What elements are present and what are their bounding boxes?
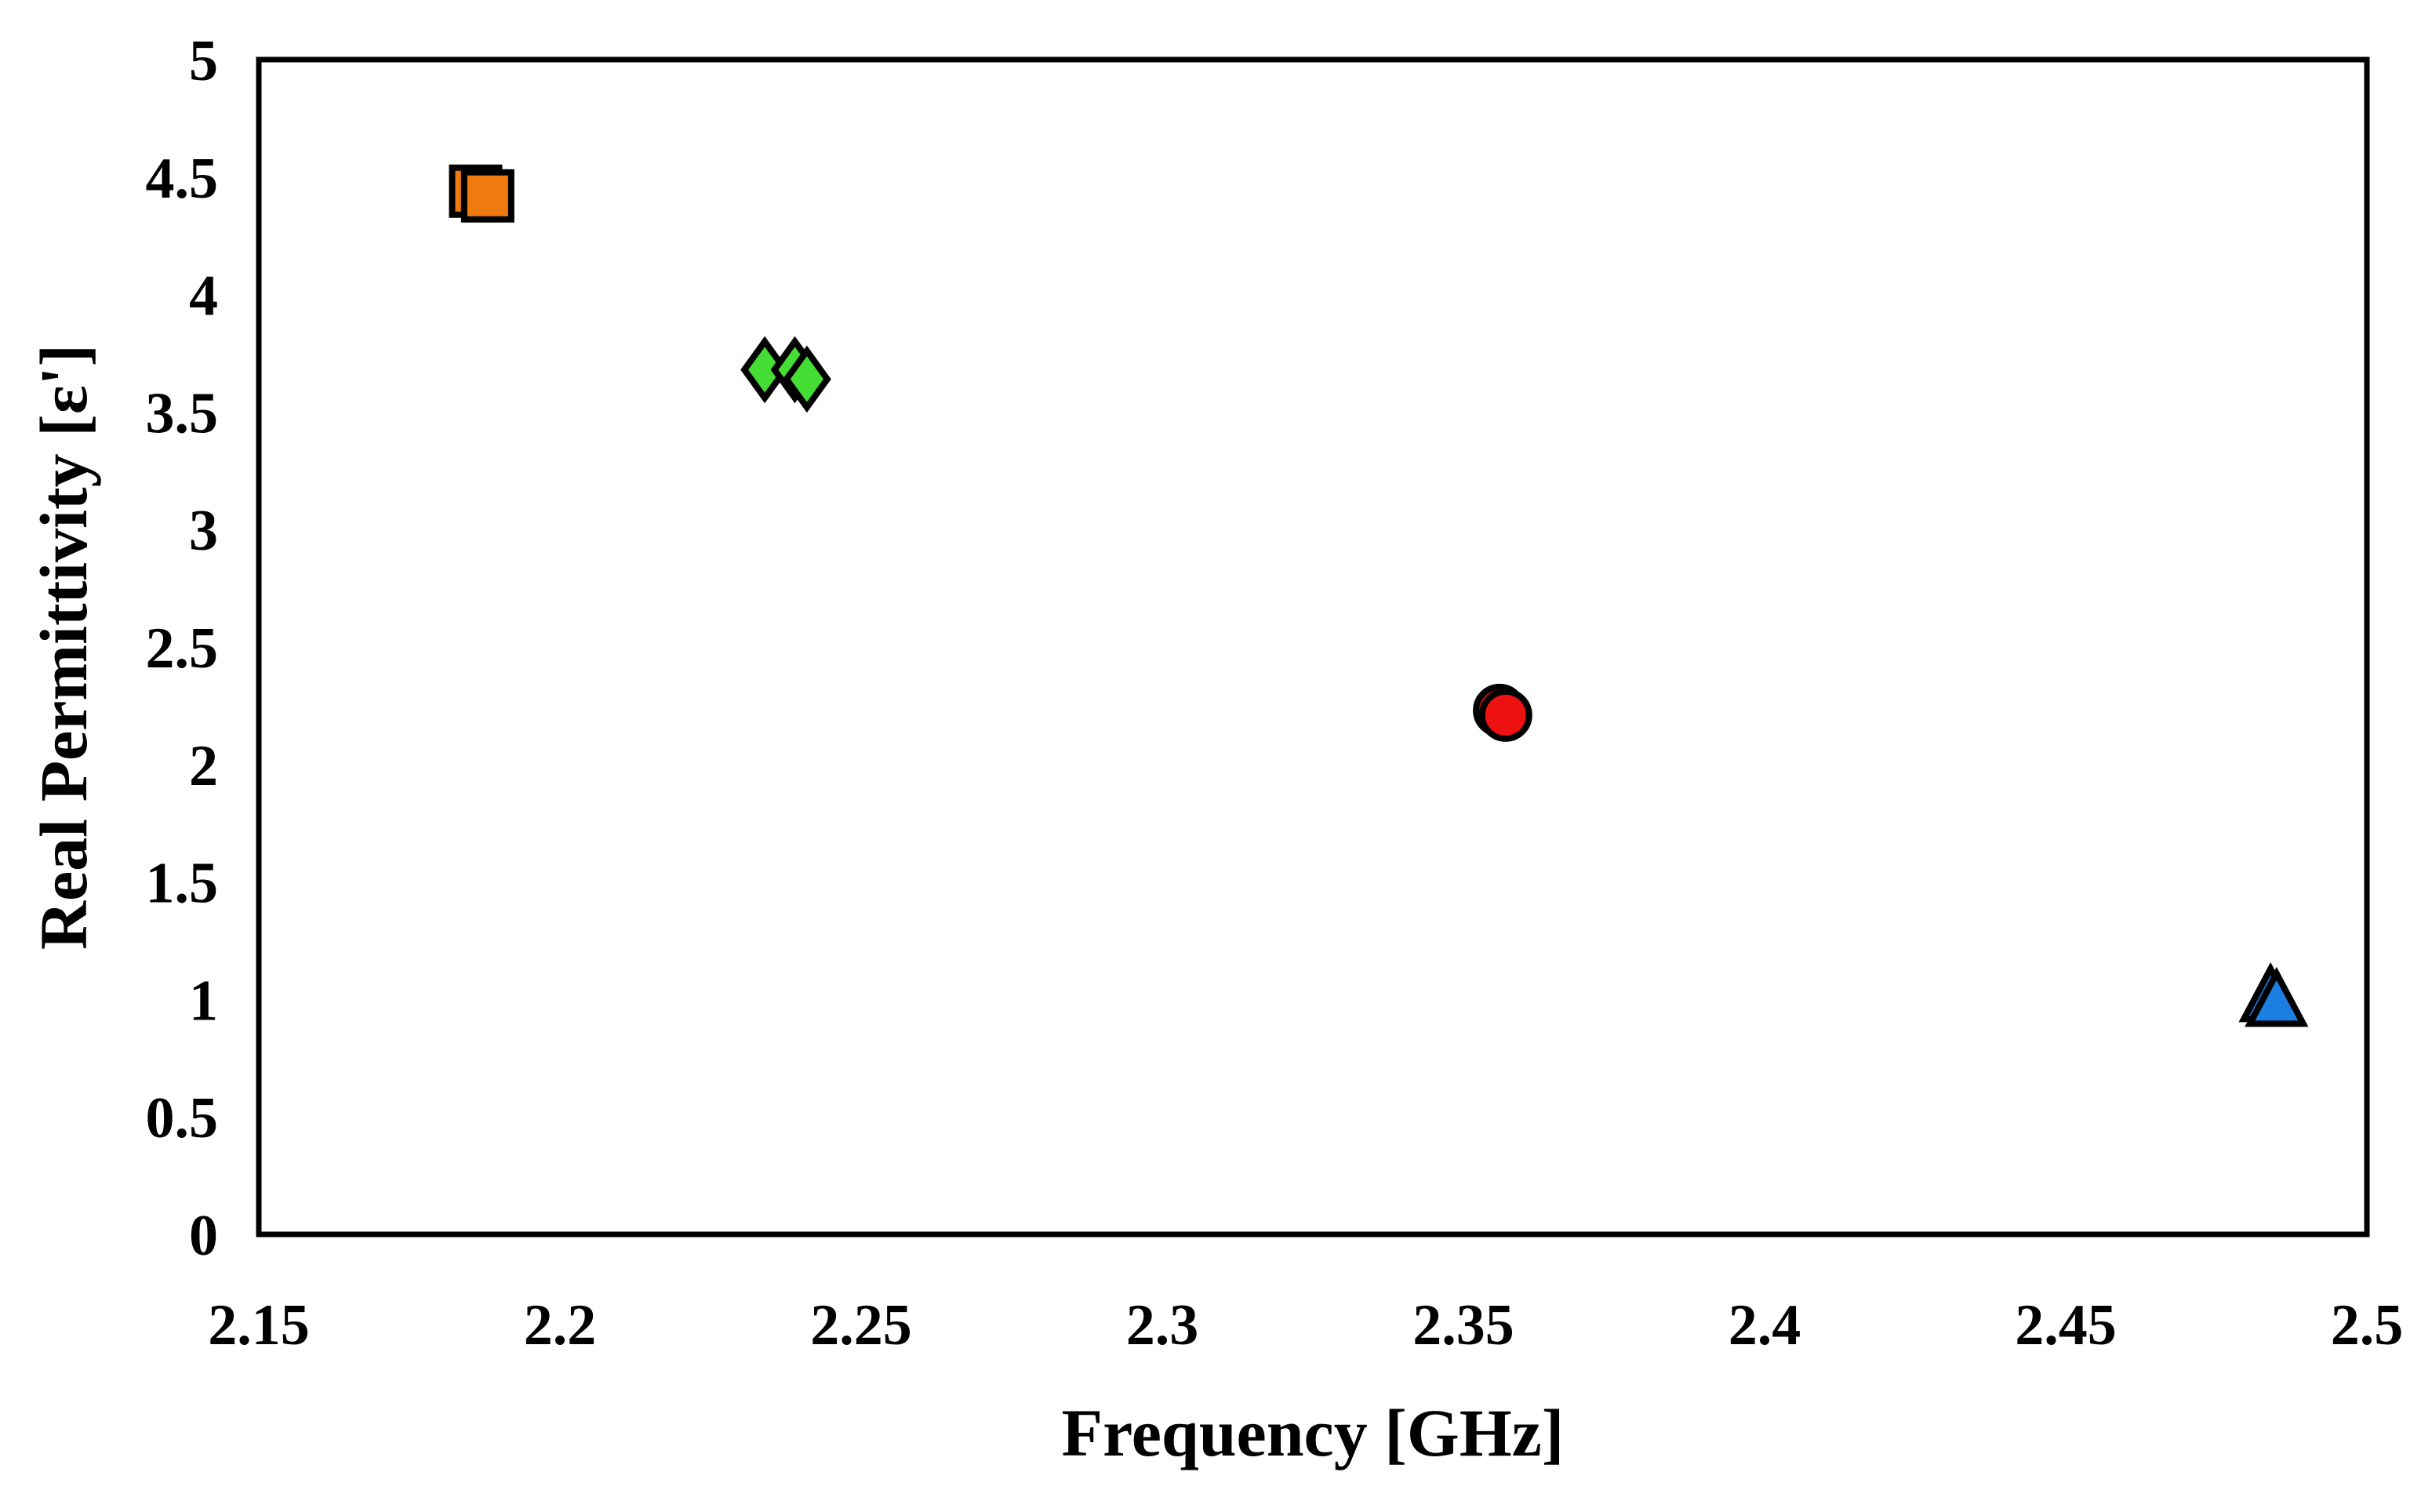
y-tick-label: 5 (189, 29, 218, 93)
x-tick-label: 2.2 (524, 1293, 597, 1358)
triangle-series (2238, 961, 2309, 1027)
y-tick-label: 0 (189, 1204, 218, 1268)
x-tick-label: 2.5 (2331, 1293, 2404, 1358)
x-tick-label: 2.25 (810, 1293, 912, 1358)
y-tick-label: 4 (189, 264, 218, 329)
circle-series (1473, 683, 1532, 742)
diamond-series (740, 336, 831, 413)
y-tick-label: 3 (189, 499, 218, 563)
axes (256, 56, 2370, 1238)
square-marker (460, 169, 514, 223)
triangle-marker (2245, 966, 2309, 1027)
y-tick-label: 0.5 (146, 1086, 219, 1150)
y-tick-label: 4.5 (146, 147, 219, 211)
x-tick-label: 2.45 (2015, 1293, 2117, 1358)
tick-labels: 2.15 2.2 2.25 2.3 2.35 2.4 2.45 2.5 0 0.5 1 1.5 2 2.5… (146, 29, 2404, 1358)
diamond-marker (782, 345, 831, 413)
x-tick-label: 2.3 (1126, 1293, 1199, 1358)
y-tick-label: 3.5 (146, 381, 219, 445)
y-axis-title: Real Permittivity [ε'] (26, 344, 101, 950)
y-tick-label: 2 (189, 734, 218, 798)
y-tick-label: 2.5 (146, 616, 219, 681)
x-tick-label: 2.35 (1412, 1293, 1514, 1358)
square-series (449, 164, 514, 223)
y-tick-label: 1 (189, 969, 218, 1033)
x-tick-label: 2.4 (1729, 1293, 1801, 1358)
x-tick-label: 2.15 (208, 1293, 310, 1358)
y-tick-label: 1.5 (146, 852, 219, 916)
x-axis-title: Frequency [GHz] (1062, 1395, 1565, 1470)
data-points (449, 164, 2309, 1027)
circle-marker (1478, 688, 1532, 742)
plot-area-frame (256, 56, 2370, 1238)
